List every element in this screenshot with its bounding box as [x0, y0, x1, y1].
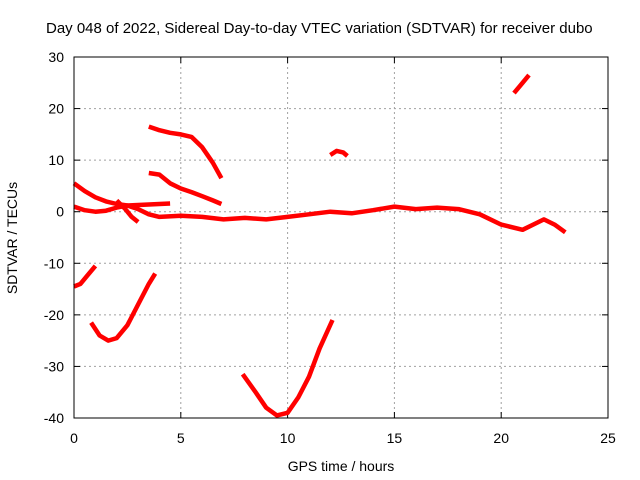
y-axis-label: SDTVAR / TECUs [4, 182, 20, 294]
series-arc-15tecu [148, 124, 224, 180]
grid [74, 57, 608, 418]
y-tick-label: 20 [48, 101, 64, 117]
series-upper-descending [72, 181, 171, 208]
series-dip-near-2h [89, 272, 158, 343]
y-tick-label: 10 [48, 152, 64, 168]
x-tick-label: 5 [177, 430, 185, 446]
series-arc-5-to-7h [148, 170, 223, 207]
chart-title: Day 048 of 2022, Sidereal Day-to-day VTE… [46, 20, 593, 37]
y-tick-label: 0 [56, 204, 64, 220]
series-early-dip [115, 198, 140, 224]
series-group [72, 73, 567, 418]
series-short-near-noon [329, 148, 349, 158]
y-tick-label: -10 [44, 255, 64, 271]
y-tick-label: 30 [48, 49, 64, 65]
y-tick-label: -30 [44, 358, 64, 374]
x-tick-label: 0 [70, 430, 78, 446]
series-short-lower-left [73, 264, 98, 289]
y-tick-label: -40 [44, 410, 64, 426]
plot-frame [73, 56, 609, 419]
x-tick-label: 20 [493, 430, 509, 446]
x-tick-label: 15 [387, 430, 403, 446]
series-short-upper-right [512, 73, 531, 95]
y-tick-label: -20 [44, 307, 64, 323]
x-tick-label: 10 [280, 430, 296, 446]
x-axis-label: GPS time / hours [288, 458, 395, 474]
series-main-baseline [73, 203, 567, 235]
x-tick-label: 25 [600, 430, 616, 446]
ticks: 0 5 10 15 20 25 -40 -30 -20 -10 0 10 20 30 [44, 49, 616, 446]
series-deep-dip-near-10h [240, 319, 335, 418]
